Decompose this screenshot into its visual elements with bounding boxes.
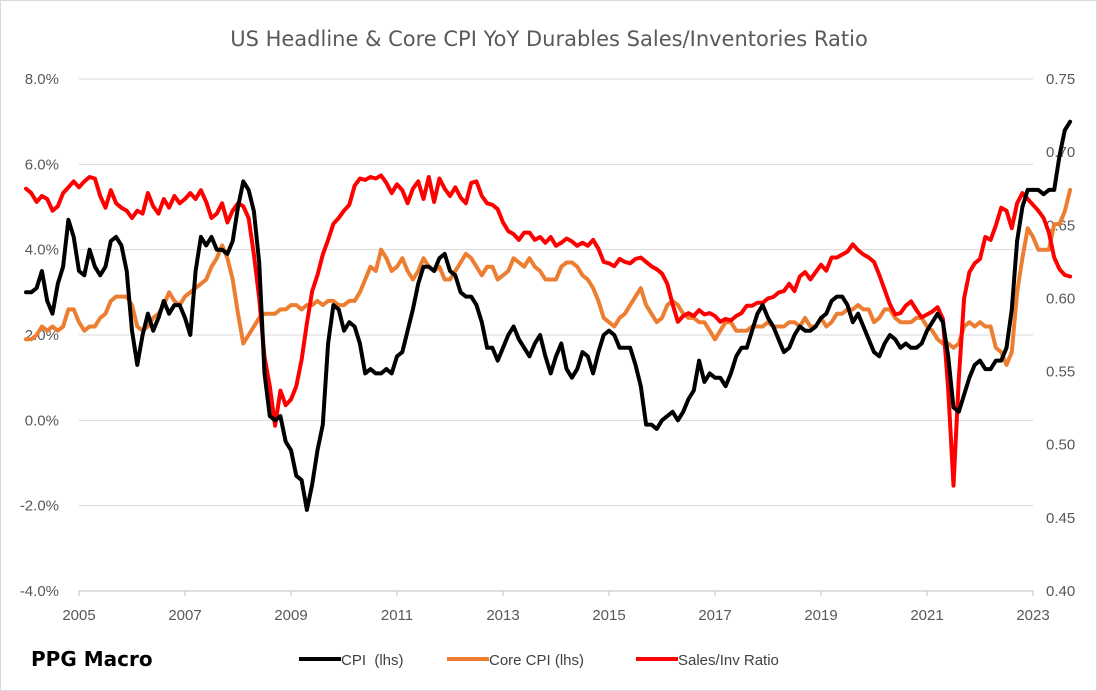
y-left-tick-label: -4.0%: [20, 583, 59, 600]
legend: CPI (lhs) Core CPI (lhs) Sales/Inv Ratio: [299, 652, 779, 669]
series-line-cpi-lhs: [24, 119, 1073, 512]
x-tick-label: 2017: [698, 607, 731, 624]
y-right-tick-label: 0.45: [1046, 510, 1075, 527]
x-tick-label: 2007: [168, 607, 201, 624]
y-left-tick-label: 8.0%: [25, 71, 59, 88]
y-left-tick-label: 0.0%: [25, 412, 59, 429]
axes: -4.0%-2.0%0.0%2.0%4.0%6.0%8.0%0.400.450.…: [20, 71, 1075, 624]
x-tick-label: 2009: [274, 607, 307, 624]
x-tick-label: 2005: [62, 607, 95, 624]
series-line-core-cpi-lhs: [24, 187, 1073, 367]
gridlines: [79, 78, 1033, 592]
x-tick-label: 2011: [381, 607, 413, 624]
x-tick-label: 2013: [486, 607, 519, 624]
y-right-tick-label: 0.40: [1046, 583, 1075, 600]
chart-title: US Headline & Core CPI YoY Durables Sale…: [230, 27, 868, 51]
x-tick-label: 2021: [910, 607, 943, 624]
y-right-tick-label: 0.75: [1046, 71, 1075, 88]
y-left-tick-label: -2.0%: [20, 498, 59, 515]
x-tick-label: 2015: [592, 607, 625, 624]
brand-label: PPG Macro: [31, 647, 153, 671]
x-tick-label: 2019: [804, 607, 837, 624]
y-right-tick-label: 0.55: [1046, 364, 1075, 381]
legend-label: Core CPI (lhs): [489, 652, 584, 669]
y-left-tick-label: 6.0%: [25, 156, 59, 173]
y-right-tick-label: 0.50: [1046, 437, 1075, 454]
legend-label: CPI (lhs): [341, 652, 404, 669]
legend-label: Sales/Inv Ratio: [678, 652, 779, 669]
series-line-sales-inv-ratio: [24, 173, 1073, 488]
y-left-tick-label: 4.0%: [25, 242, 59, 259]
y-right-tick-label: 0.60: [1046, 290, 1075, 307]
x-tick-label: 2023: [1016, 607, 1049, 624]
series-lines: [24, 119, 1073, 512]
